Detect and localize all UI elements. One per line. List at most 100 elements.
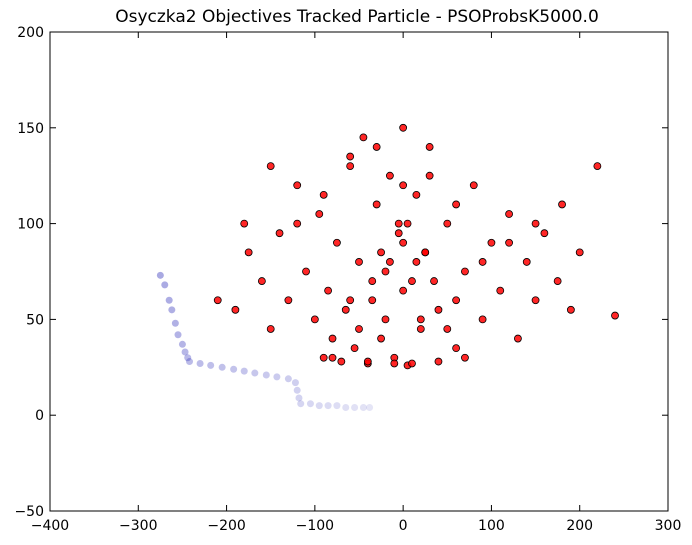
y-tick-label: 200 xyxy=(17,25,44,41)
swarm-point xyxy=(522,258,531,266)
tracked-point xyxy=(295,394,303,402)
x-tick-label: 300 xyxy=(655,518,682,534)
y-tick-label: −50 xyxy=(14,504,44,520)
swarm-point xyxy=(540,229,549,238)
plot-frame xyxy=(49,31,669,512)
x-tick-label: −400 xyxy=(31,518,69,534)
tracked-point xyxy=(306,400,314,408)
swarm-point xyxy=(368,296,377,305)
swarm-point xyxy=(333,238,341,247)
swarm-point xyxy=(346,152,355,161)
tracked-point xyxy=(351,404,359,412)
swarm-point xyxy=(399,181,408,190)
y-tick-label: 150 xyxy=(17,121,44,137)
tracked-point xyxy=(293,386,301,394)
swarm-point xyxy=(412,258,421,266)
tracked-point xyxy=(185,358,193,366)
swarm-point xyxy=(315,210,324,218)
swarm-point xyxy=(240,219,249,228)
swarm-point xyxy=(328,353,337,362)
swarm-point xyxy=(244,248,253,257)
swarm-point xyxy=(363,357,372,366)
tracked-point xyxy=(262,371,270,379)
x-tick-label: −100 xyxy=(296,518,334,534)
swarm-point xyxy=(394,229,403,238)
swarm-point xyxy=(531,296,540,305)
tracked-point xyxy=(324,402,332,410)
tracked-point xyxy=(240,367,248,375)
plot-area xyxy=(156,123,619,412)
swarm-point xyxy=(319,190,328,199)
swarm-point xyxy=(385,171,394,180)
swarm-point xyxy=(412,190,421,199)
swarm-point xyxy=(284,296,293,305)
swarm-point xyxy=(505,238,513,247)
tracked-point xyxy=(315,402,323,410)
swarm-point xyxy=(346,162,355,171)
swarm-point xyxy=(257,277,266,285)
swarm-point xyxy=(434,305,443,314)
swarm-point xyxy=(408,359,416,368)
swarm-point xyxy=(275,229,284,238)
tracked-point xyxy=(165,296,173,304)
swarm-point xyxy=(319,353,328,362)
tracked-point xyxy=(184,354,192,362)
tracked-point xyxy=(178,340,186,348)
swarm-point xyxy=(434,357,443,366)
x-tick-label: 0 xyxy=(399,518,408,534)
swarm-point xyxy=(394,219,403,228)
swarm-point xyxy=(390,359,399,368)
swarm-point xyxy=(430,277,438,285)
chart-title: Osyczka2 Objectives Tracked Particle - P… xyxy=(115,7,599,27)
tracked-point xyxy=(284,375,292,383)
swarm-point xyxy=(302,267,310,276)
swarm-point xyxy=(452,200,461,209)
swarm-point xyxy=(403,219,412,228)
tracked-point xyxy=(273,373,281,381)
tracked-point xyxy=(207,361,215,369)
tracked-point xyxy=(171,319,179,327)
swarm-point xyxy=(416,315,425,324)
y-tick-label: 50 xyxy=(26,312,44,328)
y-tick-label: 100 xyxy=(17,217,44,233)
tracked-point xyxy=(333,402,341,410)
swarm-point xyxy=(558,200,566,209)
swarm-point xyxy=(399,123,408,132)
swarm-point xyxy=(381,315,390,324)
swarm-point xyxy=(469,181,478,190)
x-tick-label: 100 xyxy=(478,518,505,534)
tracked-point xyxy=(251,369,259,377)
tracked-point xyxy=(181,348,189,356)
swarm-point xyxy=(553,277,562,285)
tracked-point xyxy=(196,359,204,367)
swarm-point xyxy=(443,325,452,333)
swarm-point xyxy=(443,219,452,228)
swarm-point xyxy=(381,267,390,276)
swarm-series xyxy=(213,123,619,370)
swarm-point xyxy=(487,238,496,247)
swarm-point xyxy=(478,315,487,324)
swarm-point xyxy=(452,344,461,353)
swarm-point xyxy=(593,162,602,171)
swarm-point xyxy=(461,267,469,276)
swarm-point xyxy=(399,238,408,247)
tracked-point xyxy=(168,306,176,314)
swarm-point xyxy=(293,181,302,190)
swarm-point xyxy=(421,248,430,257)
swarm-point xyxy=(425,171,434,180)
swarm-point xyxy=(505,210,513,218)
swarm-point xyxy=(372,200,381,209)
swarm-point xyxy=(531,219,540,228)
x-tick-label: −200 xyxy=(207,518,245,534)
swarm-point xyxy=(575,248,584,257)
x-tick-label: −300 xyxy=(119,518,157,534)
swarm-point xyxy=(266,162,275,171)
x-axis: −400 −300 −200 −100 0 100 200 300 xyxy=(31,32,682,534)
swarm-point xyxy=(416,325,425,333)
swarm-point xyxy=(611,311,619,320)
tracked-point xyxy=(156,271,164,279)
swarm-point xyxy=(372,143,381,151)
tracked-point xyxy=(174,331,182,339)
swarm-point xyxy=(377,334,385,343)
